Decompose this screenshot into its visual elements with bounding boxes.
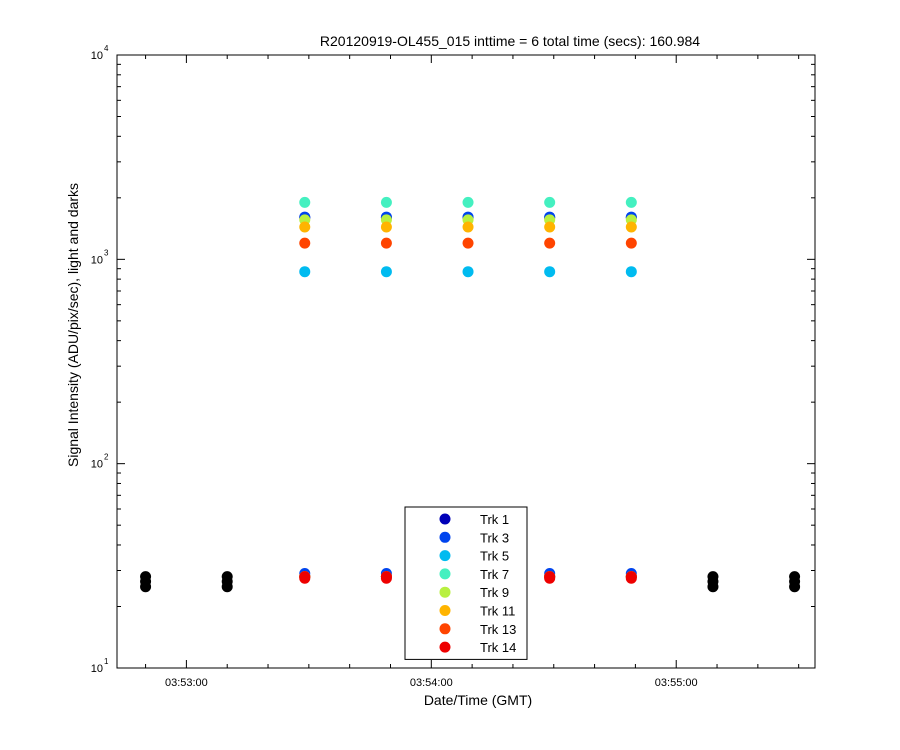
y-tick-exponent: 2: [104, 453, 109, 462]
data-point: [380, 221, 392, 233]
legend-marker: [439, 513, 451, 525]
y-tick-exponent: 4: [104, 44, 109, 53]
y-tick-label: 10: [91, 50, 103, 62]
dark-point: [789, 581, 801, 593]
data-point: [299, 196, 311, 208]
y-tick-label: 10: [91, 663, 103, 675]
y-axis-label: Signal Intensity (ADU/pix/sec), light an…: [65, 183, 81, 467]
legend-label: Trk 14: [480, 640, 516, 655]
data-point: [544, 196, 556, 208]
legend-label: Trk 3: [480, 530, 509, 545]
legend-marker: [439, 568, 451, 580]
data-point: [544, 266, 556, 278]
legend-label: Trk 13: [480, 622, 516, 637]
legend-label: Trk 9: [480, 585, 509, 600]
x-tick-label: 03:55:00: [655, 677, 698, 689]
data-point: [299, 221, 311, 233]
data-point: [462, 221, 474, 233]
legend-label: Trk 5: [480, 549, 509, 564]
data-point: [544, 572, 556, 584]
data-point: [625, 572, 637, 584]
data-point: [462, 237, 474, 249]
legend: Trk 1 Trk 3 Trk 5 Trk 7 Trk 9 Trk 11 Trk 13 Trk…: [404, 506, 528, 660]
x-tick-label: 03:54:00: [410, 677, 453, 689]
dark-point: [140, 581, 152, 593]
data-point: [380, 237, 392, 249]
legend-label: Trk 7: [480, 567, 509, 582]
x-axis-label: Date/Time (GMT): [424, 692, 532, 708]
data-point: [625, 266, 637, 278]
y-tick-exponent: 1: [104, 657, 109, 666]
data-point: [625, 237, 637, 249]
legend-box: [404, 506, 528, 660]
data-point: [380, 196, 392, 208]
chart-title: R20120919-OL455_015 inttime = 6 total ti…: [320, 33, 700, 49]
data-point: [380, 266, 392, 278]
y-tick-label: 10: [91, 254, 103, 266]
x-axis: 03:53:00 03:54:00 03:55:00: [145, 55, 800, 689]
legend-marker: [439, 623, 451, 635]
data-point: [299, 572, 311, 584]
data-point: [380, 572, 392, 584]
y-tick-label: 10: [91, 459, 103, 471]
data-point: [544, 237, 556, 249]
y-tick-exponent: 3: [104, 248, 109, 257]
legend-label: Trk 1: [480, 512, 509, 527]
data-point: [625, 196, 637, 208]
legend-marker: [439, 605, 451, 616]
data-point: [625, 221, 637, 233]
data-point: [462, 196, 474, 208]
legend-marker: [439, 550, 451, 562]
legend-label: Trk 11: [480, 604, 515, 619]
dark-point: [707, 581, 719, 593]
dark-point: [221, 581, 233, 593]
legend-marker: [439, 586, 451, 598]
legend-marker: [439, 641, 451, 653]
data-point: [462, 266, 474, 278]
data-point: [299, 266, 311, 278]
legend-marker: [439, 531, 451, 543]
data-point: [299, 237, 311, 249]
data-point: [544, 221, 556, 233]
x-tick-label: 03:53:00: [165, 677, 208, 689]
